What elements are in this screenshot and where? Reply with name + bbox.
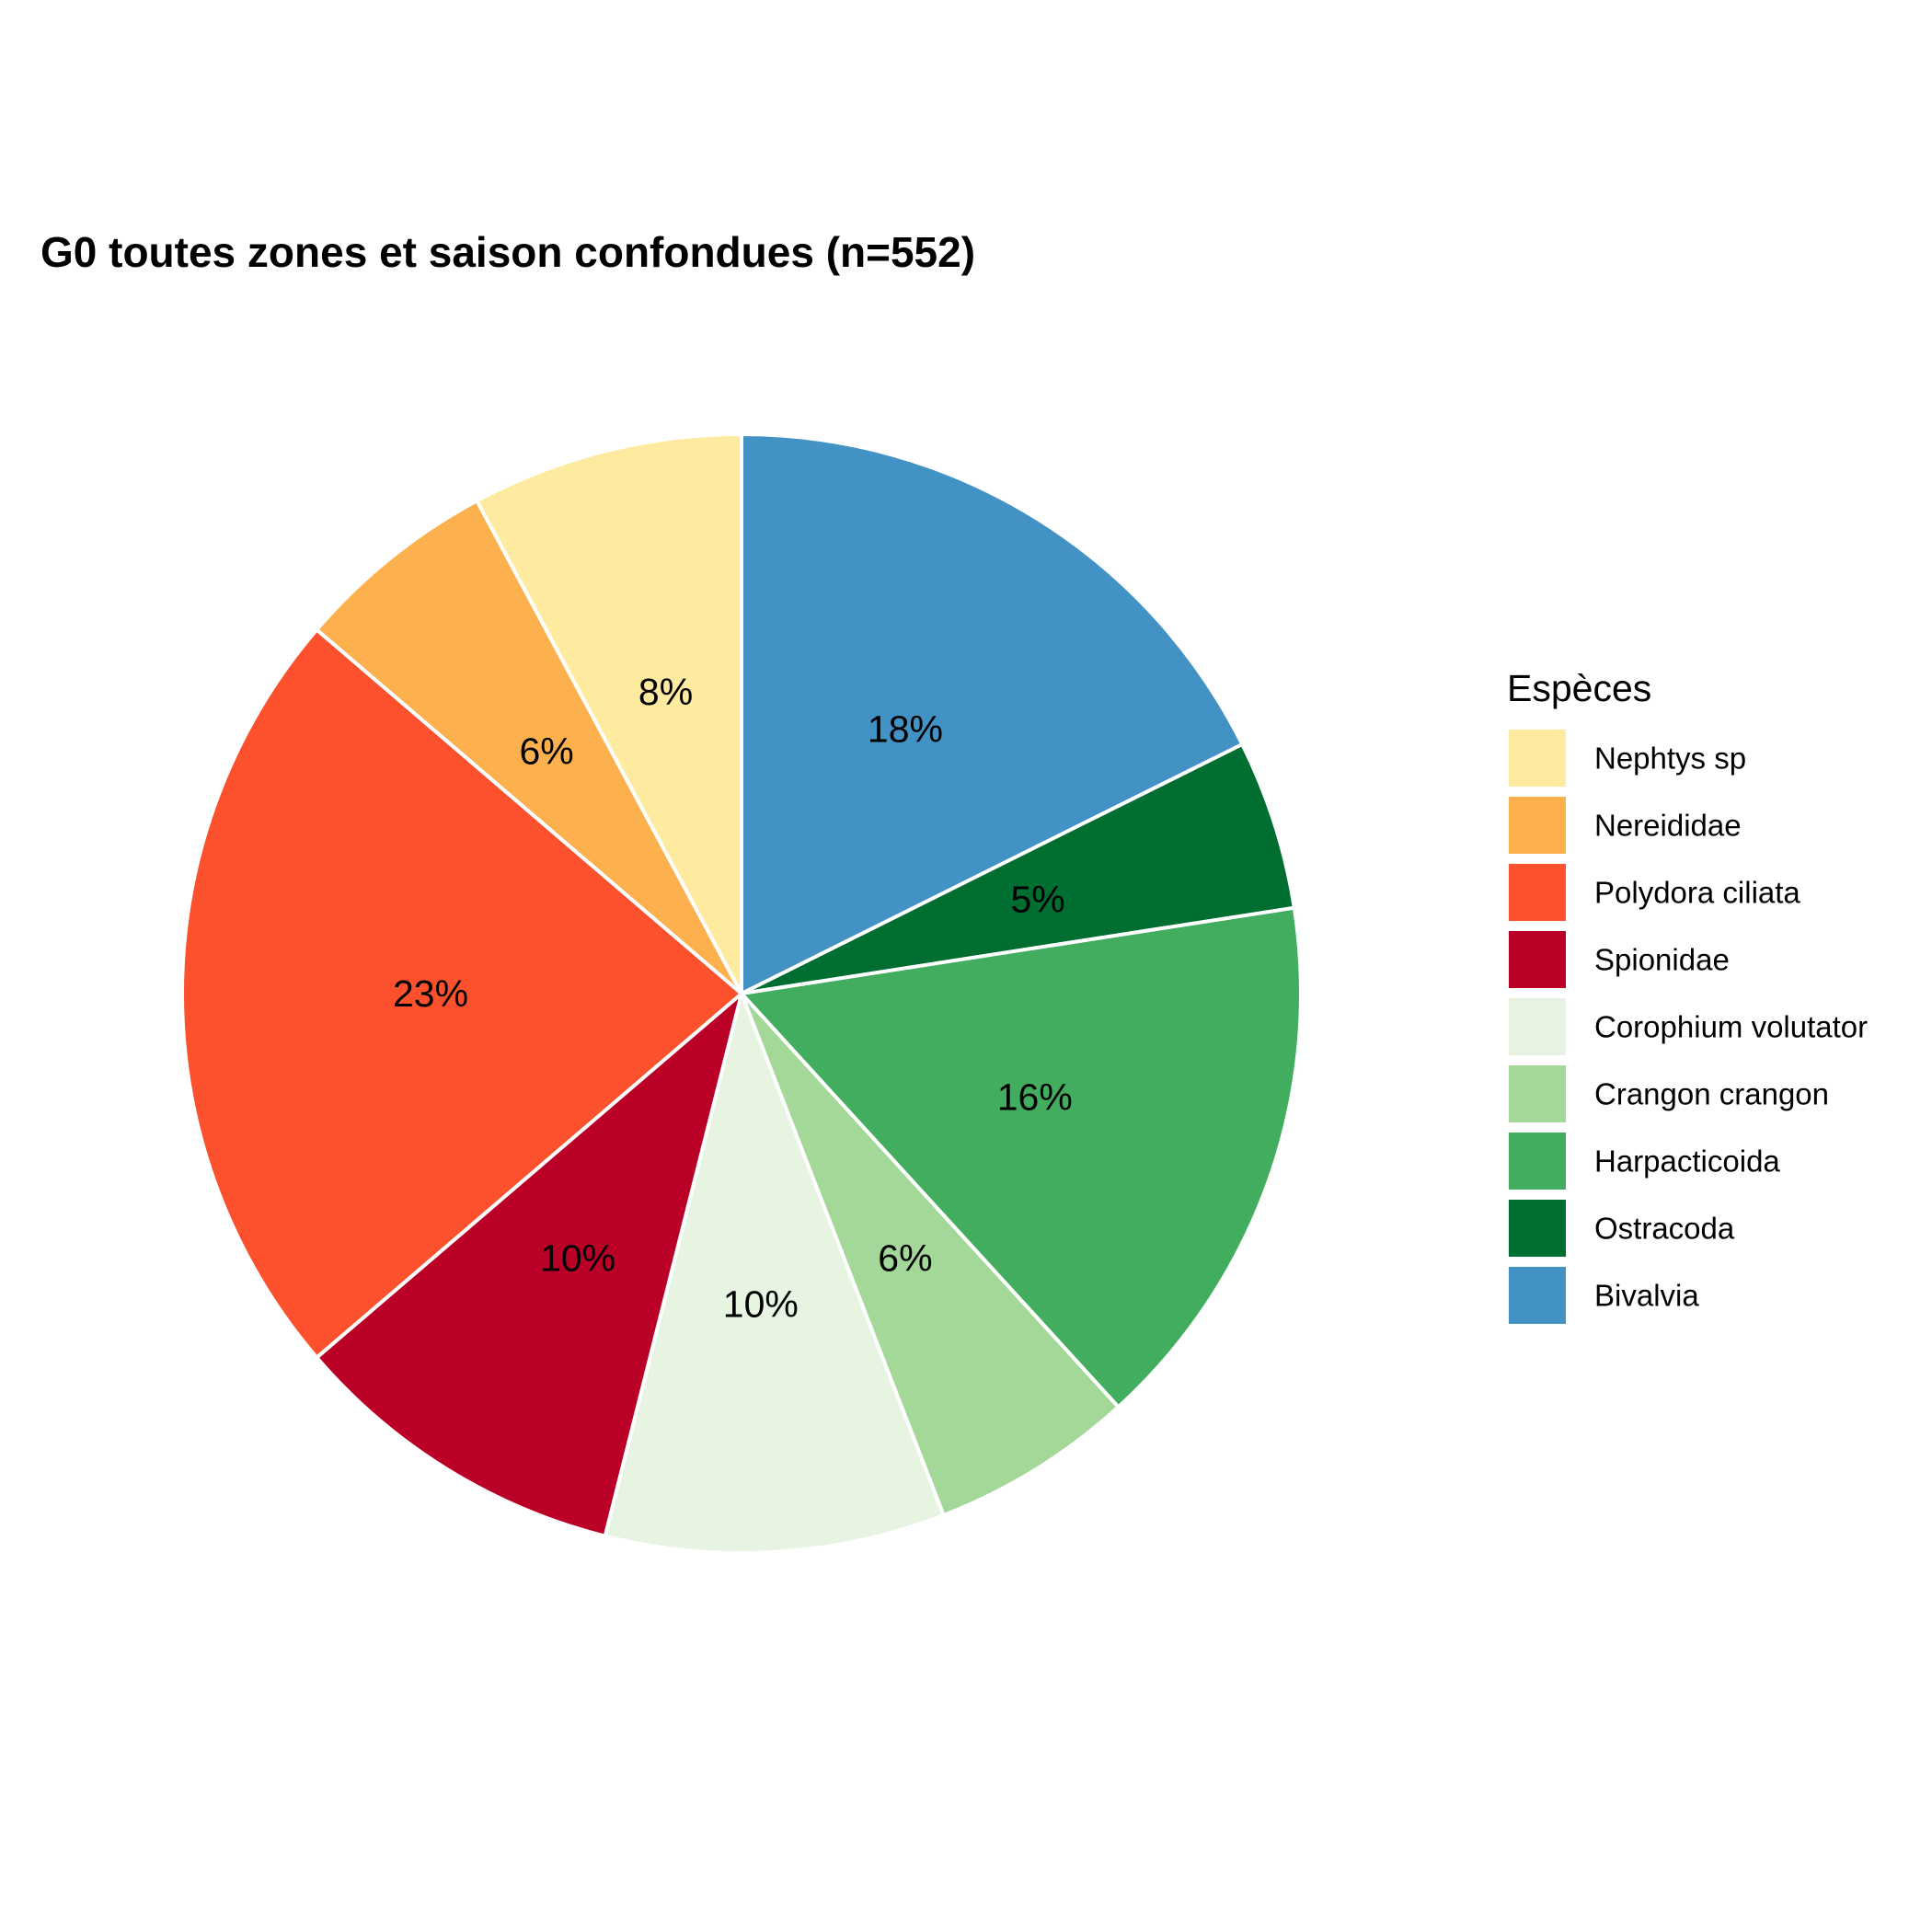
slice-label-corophium-volutator: 10%	[723, 1282, 799, 1325]
pie-slice-corophium-volutator	[603, 992, 946, 1555]
legend: Espèces Nephtys sp Nereididae Polydora cil…	[1507, 667, 1868, 1324]
slice-label-polydora-ciliata: 23%	[393, 972, 468, 1015]
pie-slice-labels: 18% 5% 16% 6% 10% 10% 23% 6% 8%	[393, 671, 1073, 1325]
legend-label-corophium-volutator: Corophium volutator	[1594, 1010, 1868, 1044]
pie-slice-spionidae	[315, 992, 743, 1538]
pie-slice-nereididae	[315, 499, 743, 995]
slice-label-harpacticoida: 16%	[997, 1075, 1073, 1118]
legend-label-nephtys-sp: Nephtys sp	[1594, 742, 1746, 776]
slice-label-crangon-crangon: 6%	[878, 1236, 932, 1279]
legend-swatch-corophium-volutator	[1509, 998, 1566, 1055]
pie-slice-bivalvia	[740, 432, 1245, 995]
legend-label-spionidae: Spionidae	[1594, 943, 1730, 977]
chart-title: G0 toutes zones et saison confondues (n=…	[40, 228, 975, 276]
legend-label-ostracoda: Ostracoda	[1594, 1212, 1735, 1246]
legend-swatch-crangon-crangon	[1509, 1065, 1566, 1122]
pie-slice-harpacticoida	[740, 905, 1303, 1409]
slice-label-bivalvia: 18%	[868, 708, 943, 751]
slice-label-ostracoda: 5%	[1010, 879, 1064, 921]
slice-label-nephtys-sp: 8%	[638, 671, 693, 713]
legend-swatch-nephtys-sp	[1509, 730, 1566, 787]
legend-label-harpacticoida: Harpacticoida	[1594, 1144, 1780, 1179]
legend-items: Nephtys sp Nereididae Polydora ciliata Spio…	[1509, 730, 1868, 1324]
legend-swatch-ostracoda	[1509, 1200, 1566, 1257]
slice-label-nereididae: 6%	[519, 730, 573, 773]
legend-title: Espèces	[1507, 667, 1651, 709]
pie-slices	[179, 432, 1303, 1555]
pie-slice-polydora-ciliata	[179, 627, 743, 1360]
legend-swatch-bivalvia	[1509, 1267, 1566, 1324]
legend-label-polydora-ciliata: Polydora ciliata	[1594, 876, 1800, 910]
legend-swatch-harpacticoida	[1509, 1133, 1566, 1190]
legend-swatch-spionidae	[1509, 931, 1566, 988]
legend-swatch-polydora-ciliata	[1509, 864, 1566, 921]
legend-swatch-nereididae	[1509, 797, 1566, 854]
pie-slice-nephtys-sp	[475, 432, 743, 995]
legend-label-bivalvia: Bivalvia	[1594, 1279, 1699, 1313]
pie-slice-crangon-crangon	[740, 992, 1121, 1517]
legend-label-crangon-crangon: Crangon crangon	[1594, 1077, 1829, 1111]
slice-label-spionidae: 10%	[540, 1236, 615, 1279]
legend-label-nereididae: Nereididae	[1594, 809, 1742, 843]
pie-slice-ostracoda	[740, 742, 1296, 995]
